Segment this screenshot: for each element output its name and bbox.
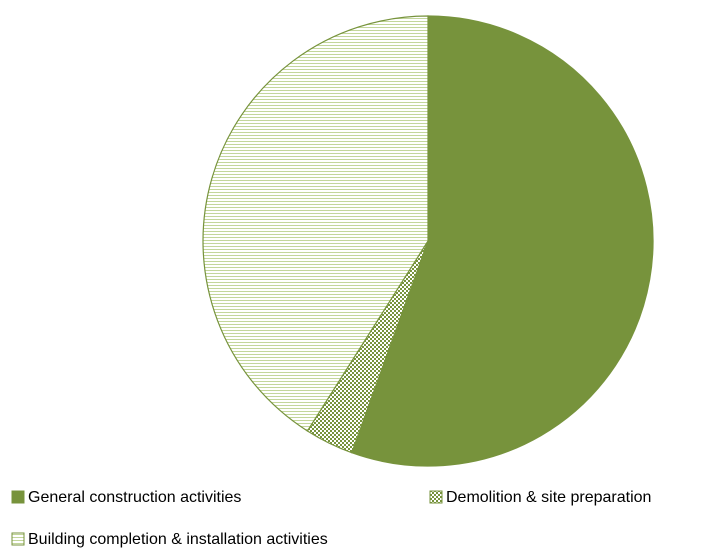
pie-slice [351,15,654,467]
legend-label: Demolition & site preparation [446,489,651,506]
pie-slice [202,15,429,432]
legend-label: Building completion & installation activ… [28,531,328,548]
legend-swatch [429,490,443,504]
legend-label: General construction activities [28,489,241,506]
legend-swatch [11,490,25,504]
legend-swatch [11,532,25,546]
